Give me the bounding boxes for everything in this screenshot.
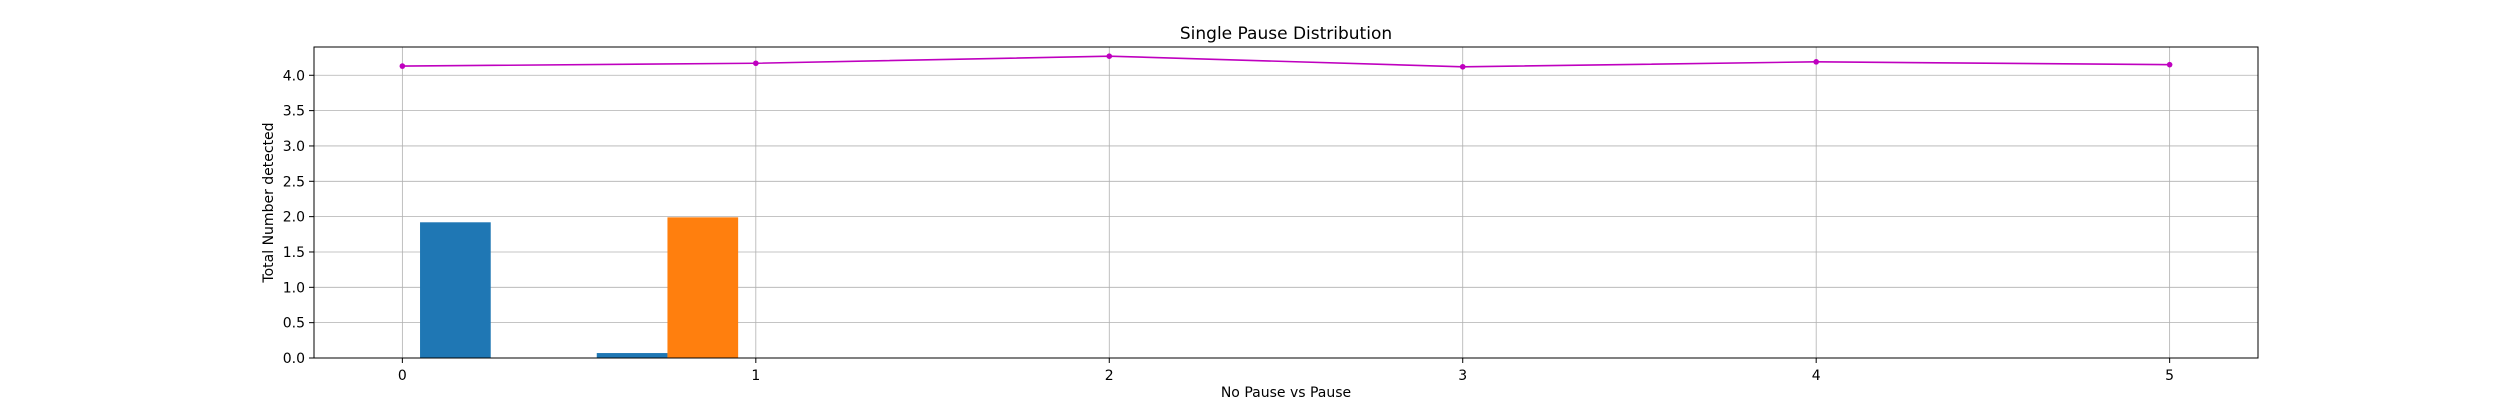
line-point <box>1813 59 1819 65</box>
line-point <box>1459 63 1466 70</box>
x-tick-label: 4 <box>1812 368 1821 384</box>
y-tick-label: 3.5 <box>283 104 305 120</box>
bar <box>420 222 491 358</box>
y-tick-label: 0.5 <box>283 316 305 332</box>
x-axis: 0 1 2 3 4 5 <box>398 358 2174 384</box>
y-axis: 0.0 0.5 1.0 1.5 2.0 2.5 3.0 3.5 4.0 <box>283 68 314 367</box>
y-tick-label: 2.0 <box>283 210 305 226</box>
line-point <box>1106 53 1113 59</box>
y-tick-label: 1.5 <box>283 245 305 261</box>
series-line <box>402 55 2170 68</box>
y-tick-label: 2.5 <box>283 174 305 190</box>
grid <box>314 47 2258 359</box>
x-tick-label: 1 <box>751 368 760 384</box>
y-tick-label: 3.0 <box>283 139 305 155</box>
chart-title: Single Pause Distribution <box>1180 24 1392 44</box>
x-tick-label: 0 <box>398 368 407 384</box>
bar <box>667 217 739 358</box>
y-tick-label: 4.0 <box>283 68 305 84</box>
y-axis-label: Total Number detected <box>261 122 277 283</box>
y-tick-label: 0.0 <box>283 351 305 367</box>
x-tick-label: 5 <box>2165 368 2174 384</box>
line-point <box>399 63 406 69</box>
line-point <box>2166 61 2173 68</box>
bar <box>596 353 668 358</box>
x-axis-label: No Pause vs Pause <box>1221 385 1351 400</box>
x-tick-label: 3 <box>1458 368 1467 384</box>
plot-frame <box>313 46 2259 359</box>
bars <box>420 217 739 358</box>
line-point <box>753 60 759 67</box>
lines <box>399 53 2173 70</box>
x-tick-label: 2 <box>1105 368 1114 384</box>
y-tick-label: 1.0 <box>283 280 305 296</box>
